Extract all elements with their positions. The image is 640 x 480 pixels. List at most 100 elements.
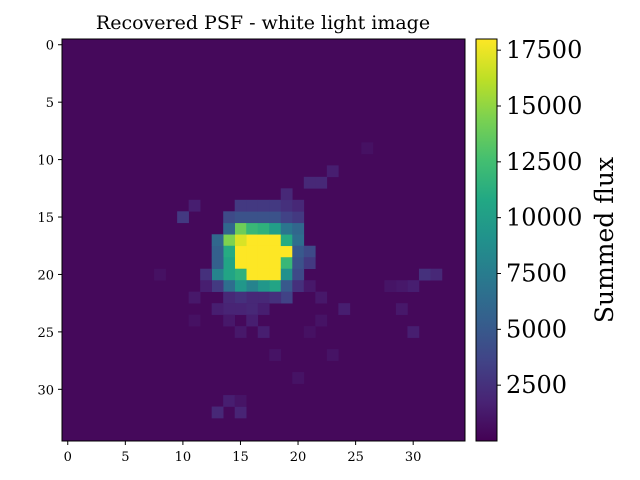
heatmap-cell xyxy=(303,245,316,258)
heatmap-cell xyxy=(211,257,224,270)
colorbar-tick-label: 12500 xyxy=(506,148,582,176)
heatmap-cell xyxy=(246,245,259,258)
heatmap-cell xyxy=(407,326,420,338)
heatmap-cell xyxy=(292,199,305,212)
heatmap-cell xyxy=(246,291,259,304)
heatmap-cell xyxy=(292,234,305,247)
heatmap-cell xyxy=(361,142,374,155)
heatmap-cell xyxy=(269,268,282,281)
heatmap-cell xyxy=(338,303,351,315)
heatmap-cell xyxy=(188,314,201,327)
colorbar-ticks: 2500 5000 7500 10000 12500 15000 17500 xyxy=(497,36,582,399)
heatmap-cell xyxy=(395,303,408,315)
heatmap-cell xyxy=(246,280,259,292)
heatmap-cell xyxy=(223,314,236,327)
colorbar-tick-label: 15000 xyxy=(506,92,582,120)
heatmap-cell xyxy=(280,245,293,258)
heatmap-cell xyxy=(234,406,247,419)
x-tick-label: 0 xyxy=(64,450,72,465)
heatmap-cell xyxy=(211,303,224,315)
heatmap-cell xyxy=(246,268,259,281)
heatmap-cell xyxy=(234,245,247,258)
heatmap-cell xyxy=(280,188,293,201)
heatmap-cell xyxy=(280,211,293,224)
chart-title: Recovered PSF - white light image xyxy=(96,12,430,34)
heatmap-cell xyxy=(246,199,259,212)
heatmap-cell xyxy=(223,211,236,224)
heatmap-cell xyxy=(269,245,282,258)
x-tick-label: 10 xyxy=(175,450,192,465)
heatmap-cell xyxy=(303,257,316,270)
heatmap-cell xyxy=(246,314,259,327)
heatmap-cell xyxy=(234,280,247,292)
heatmap-cell xyxy=(234,268,247,281)
heatmap-cell xyxy=(269,257,282,270)
heatmap-cell xyxy=(257,245,270,258)
heatmap-cell xyxy=(280,234,293,247)
heatmap-cell xyxy=(292,222,305,235)
heatmap-cell xyxy=(280,280,293,292)
heatmap-cell xyxy=(234,211,247,224)
heatmap-cell xyxy=(407,280,420,292)
colorbar xyxy=(475,38,498,442)
heatmap-cell xyxy=(315,176,328,189)
heatmap-cell xyxy=(257,222,270,235)
heatmap-cell xyxy=(292,268,305,281)
heatmap-cell xyxy=(223,395,236,407)
colorbar-tick-label: 10000 xyxy=(506,204,582,232)
heatmap-cell xyxy=(280,291,293,304)
heatmap-cell xyxy=(246,257,259,270)
heatmap-cell xyxy=(269,222,282,235)
heatmap-cell xyxy=(418,268,431,281)
heatmap-cell xyxy=(292,211,305,224)
heatmap-cell xyxy=(326,349,339,361)
heatmap-cell xyxy=(188,199,201,212)
colorbar-tick-label: 7500 xyxy=(506,260,567,288)
heatmap-cell xyxy=(303,280,316,292)
heatmap-cell xyxy=(292,257,305,270)
heatmap-cell xyxy=(234,326,247,338)
plot-frame xyxy=(61,38,466,442)
heatmap-cell xyxy=(211,406,224,419)
heatmap-cell xyxy=(257,326,270,338)
y-tick-label: 25 xyxy=(37,326,54,341)
colorbar-tick-label: 2500 xyxy=(506,371,567,399)
heatmap-cell xyxy=(384,280,397,292)
heatmap-cell xyxy=(269,199,282,212)
heatmap-cell xyxy=(223,257,236,270)
x-tick-label: 30 xyxy=(405,450,422,465)
heatmap-cell xyxy=(269,291,282,304)
heatmap-cell xyxy=(315,314,328,327)
x-tick-label: 15 xyxy=(232,450,249,465)
heatmap-cell xyxy=(223,245,236,258)
heatmap-cell xyxy=(223,268,236,281)
heatmap-cell xyxy=(234,222,247,235)
heatmap-cell xyxy=(211,234,224,247)
heatmap-cell xyxy=(257,199,270,212)
heatmap-cell xyxy=(303,326,316,338)
heatmap-cell xyxy=(246,234,259,247)
heatmap-cell xyxy=(234,291,247,304)
heatmap-cell xyxy=(315,291,328,304)
heatmap-cell xyxy=(234,303,247,315)
y-tick-label: 10 xyxy=(37,154,54,169)
heatmap-cell xyxy=(257,291,270,304)
heatmap-cell xyxy=(269,349,282,361)
heatmap-cell xyxy=(269,234,282,247)
heatmap-cell xyxy=(430,268,443,281)
heatmap-cell xyxy=(211,245,224,258)
heatmap-cell xyxy=(223,303,236,315)
y-tick-label: 30 xyxy=(37,383,54,398)
heatmap-cell xyxy=(234,257,247,270)
heatmap-cell xyxy=(257,280,270,292)
heatmap-cell xyxy=(257,268,270,281)
heatmap-cell xyxy=(303,176,316,189)
heatmap-cell xyxy=(326,165,339,178)
heatmap-cell xyxy=(223,222,236,235)
y-tick-label: 20 xyxy=(37,268,54,283)
y-tick-label: 15 xyxy=(37,211,54,226)
colorbar-tick-label: 17500 xyxy=(506,36,582,64)
heatmap-cell xyxy=(234,234,247,247)
x-axis: 0 5 10 15 20 25 30 xyxy=(64,441,422,465)
heatmap-cell xyxy=(234,395,247,407)
